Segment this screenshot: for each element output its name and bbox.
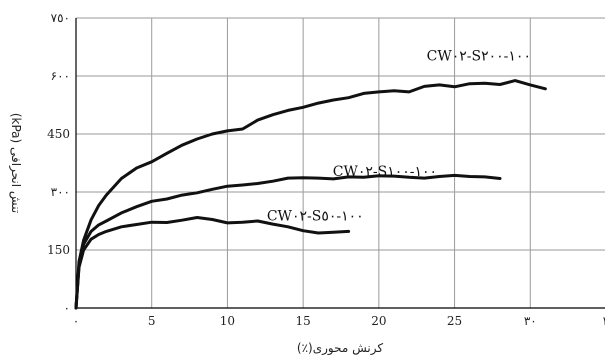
x-tick-label: 10 — [220, 314, 235, 328]
series-label-2: CW٠٢-S١٠٠-١٠٠ — [333, 164, 437, 180]
x-tick-label: 5 — [148, 314, 156, 328]
y-axis-title: تنش انحرافی (kPa) — [8, 113, 23, 213]
x-tick-label: ٠ — [73, 314, 79, 328]
y-tick-label: ٧٥٠ — [51, 11, 70, 25]
x-tick-label: ٣٠ — [524, 314, 537, 328]
series-label-1: CW٠٢-S١٠٠-٢٠٠ — [427, 49, 531, 65]
series-line-2 — [74, 173, 502, 310]
x-tick-label: 25 — [447, 314, 462, 328]
tick-labels: ٠ 5 10 15 20 25 ٣٠ ٢ ٠ 150 ٣٠٠ 450 ۶٠٠ ٧٥٠ — [47, 11, 605, 328]
x-axis-title: کرنش محوری(٪) — [297, 341, 383, 356]
series-line-3 — [74, 216, 351, 310]
y-tick-label: ٠ — [64, 301, 70, 315]
y-tick-label: 450 — [47, 127, 70, 141]
x-tick-label: 15 — [296, 314, 311, 328]
series-lines — [74, 79, 547, 310]
y-tick-label: ۶٠٠ — [51, 69, 70, 83]
series-line-1 — [74, 79, 547, 310]
series-labels: CW٠٢-S١٠٠-٢٠٠ CW٠٢-S١٠٠-١٠٠ CW٠٢-S١٠٠-٥٠ — [267, 49, 531, 225]
y-tick-label: ٣٠٠ — [51, 185, 70, 199]
y-tick-label: 150 — [47, 243, 70, 257]
series-label-3: CW٠٢-S١٠٠-٥٠ — [267, 209, 364, 225]
x-tick-label: 20 — [371, 314, 386, 328]
axes — [75, 18, 605, 309]
grid — [76, 17, 605, 308]
x-tick-label: ٢ — [603, 314, 605, 328]
